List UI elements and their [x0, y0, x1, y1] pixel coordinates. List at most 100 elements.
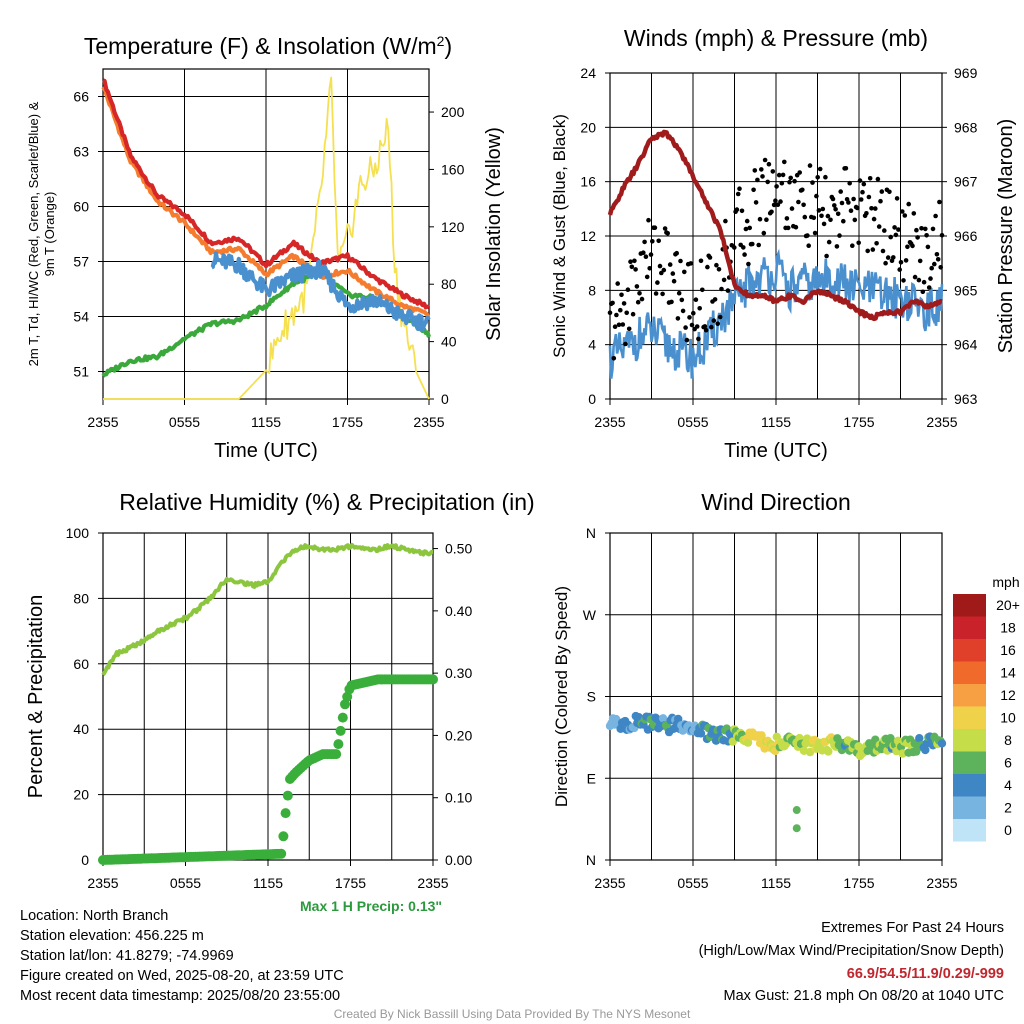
gust-point [700, 287, 705, 293]
gust-point [655, 280, 660, 285]
y2-tick-label: 0.40 [445, 603, 472, 619]
chart-title: Temperature (F) & Insolation (W/m2) [84, 33, 452, 59]
gust-point [817, 166, 823, 172]
y2-tick-label: 80 [441, 276, 457, 292]
legend-label: 18 [1000, 620, 1016, 636]
gust-point [878, 198, 883, 204]
y2-tick-label: 160 [441, 161, 465, 177]
gust-point [785, 225, 791, 231]
gust-point [735, 191, 741, 197]
gust-point [797, 170, 802, 175]
gust-point [837, 233, 842, 238]
x-tick-label: 1155 [761, 875, 791, 891]
gust-point [626, 326, 632, 332]
gust-point [802, 214, 808, 220]
gust-point [779, 180, 785, 186]
y-axis-label: Percent & Precipitation [25, 595, 47, 798]
gust-point [761, 230, 767, 236]
y-tick-label: 40 [73, 721, 89, 737]
legend-swatch [953, 796, 986, 819]
title-superscript: 2 [437, 33, 445, 49]
gust-point [771, 202, 777, 208]
gust-point [856, 240, 861, 246]
gust-point [711, 318, 717, 323]
direction-point [915, 734, 924, 743]
gust-point [703, 327, 709, 333]
gust-point [778, 199, 783, 204]
gust-point [839, 200, 845, 206]
chart-title: Winds (mph) & Pressure (mb) [624, 25, 928, 51]
gust-point [674, 250, 679, 256]
gust-point [921, 279, 927, 285]
gust-point [850, 243, 855, 248]
y-tick-label: N [586, 525, 596, 541]
gust-point [775, 202, 781, 207]
gust-point [876, 224, 882, 229]
gust-point [924, 233, 929, 238]
direction-point [728, 737, 737, 746]
gust-point [629, 264, 635, 270]
legend-label: 2 [1004, 800, 1012, 816]
legend-swatch [953, 684, 986, 707]
gust-point [696, 336, 701, 342]
legend-swatch [953, 774, 986, 797]
direction-point [886, 734, 895, 743]
x-axis-label: Time (UTC) [724, 440, 828, 462]
gust-point [932, 261, 937, 267]
gust-point [800, 187, 805, 193]
y-tick-label: 57 [73, 254, 89, 270]
gust-point [676, 290, 682, 296]
y2-tick-label: 0.20 [445, 727, 472, 743]
gust-point [614, 312, 619, 318]
gust-point [835, 211, 841, 217]
direction-point [792, 806, 801, 815]
gust-point [855, 205, 860, 211]
gust-point [744, 218, 750, 224]
y2-tick-label: 965 [954, 282, 978, 298]
legend-unit: mph [992, 574, 1019, 590]
extremes-legend: (High/Low/Max Wind/Precipitation/Snow De… [698, 943, 1004, 959]
gust-point [675, 316, 681, 321]
direction-point [937, 739, 947, 748]
gust-point [707, 255, 713, 260]
y2-tick-label: 200 [441, 104, 465, 120]
gust-point [780, 172, 786, 178]
gust-point [630, 311, 636, 317]
gust-point [819, 213, 824, 219]
gust-point [806, 243, 811, 248]
gust-point [883, 260, 888, 266]
legend-swatch [953, 729, 986, 752]
x-tick-label: 0555 [169, 414, 200, 430]
gust-point [887, 189, 892, 195]
gust-point [741, 245, 746, 250]
latlon-text: Station lat/lon: 41.8279; -74.9969 [20, 948, 234, 964]
gust-point [678, 258, 683, 264]
gust-point [687, 315, 692, 320]
location-text: Location: North Branch [20, 908, 169, 924]
precip-point [335, 725, 346, 736]
gust-point [937, 199, 942, 205]
precip-point [337, 712, 348, 723]
series-line-station-pressure [607, 129, 943, 322]
x-tick-label: 1755 [335, 875, 366, 891]
gust-point [894, 196, 900, 201]
gust-point [615, 281, 620, 286]
gust-point [841, 218, 846, 224]
y-tick-label: 54 [73, 309, 89, 325]
gust-point [742, 252, 747, 257]
gust-point [847, 180, 852, 186]
gust-point [784, 216, 790, 221]
y-tick-label: 0 [588, 391, 596, 407]
legend-swatch [953, 706, 986, 729]
gust-point [820, 206, 826, 212]
series-line-2m-t [102, 78, 430, 310]
series-line-sonic-wind [608, 248, 944, 379]
y2-tick-label: 967 [954, 174, 978, 190]
gust-point [682, 269, 687, 275]
y-axis-label: 2m T, Td, HI/WC (Red, Green, Scarlet/Blu… [26, 101, 41, 366]
gust-point [885, 255, 891, 260]
legend-label: 16 [1000, 642, 1016, 658]
elevation-text: Station elevation: 456.225 m [20, 928, 204, 944]
gust-point [805, 233, 810, 238]
gust-point [652, 225, 658, 230]
